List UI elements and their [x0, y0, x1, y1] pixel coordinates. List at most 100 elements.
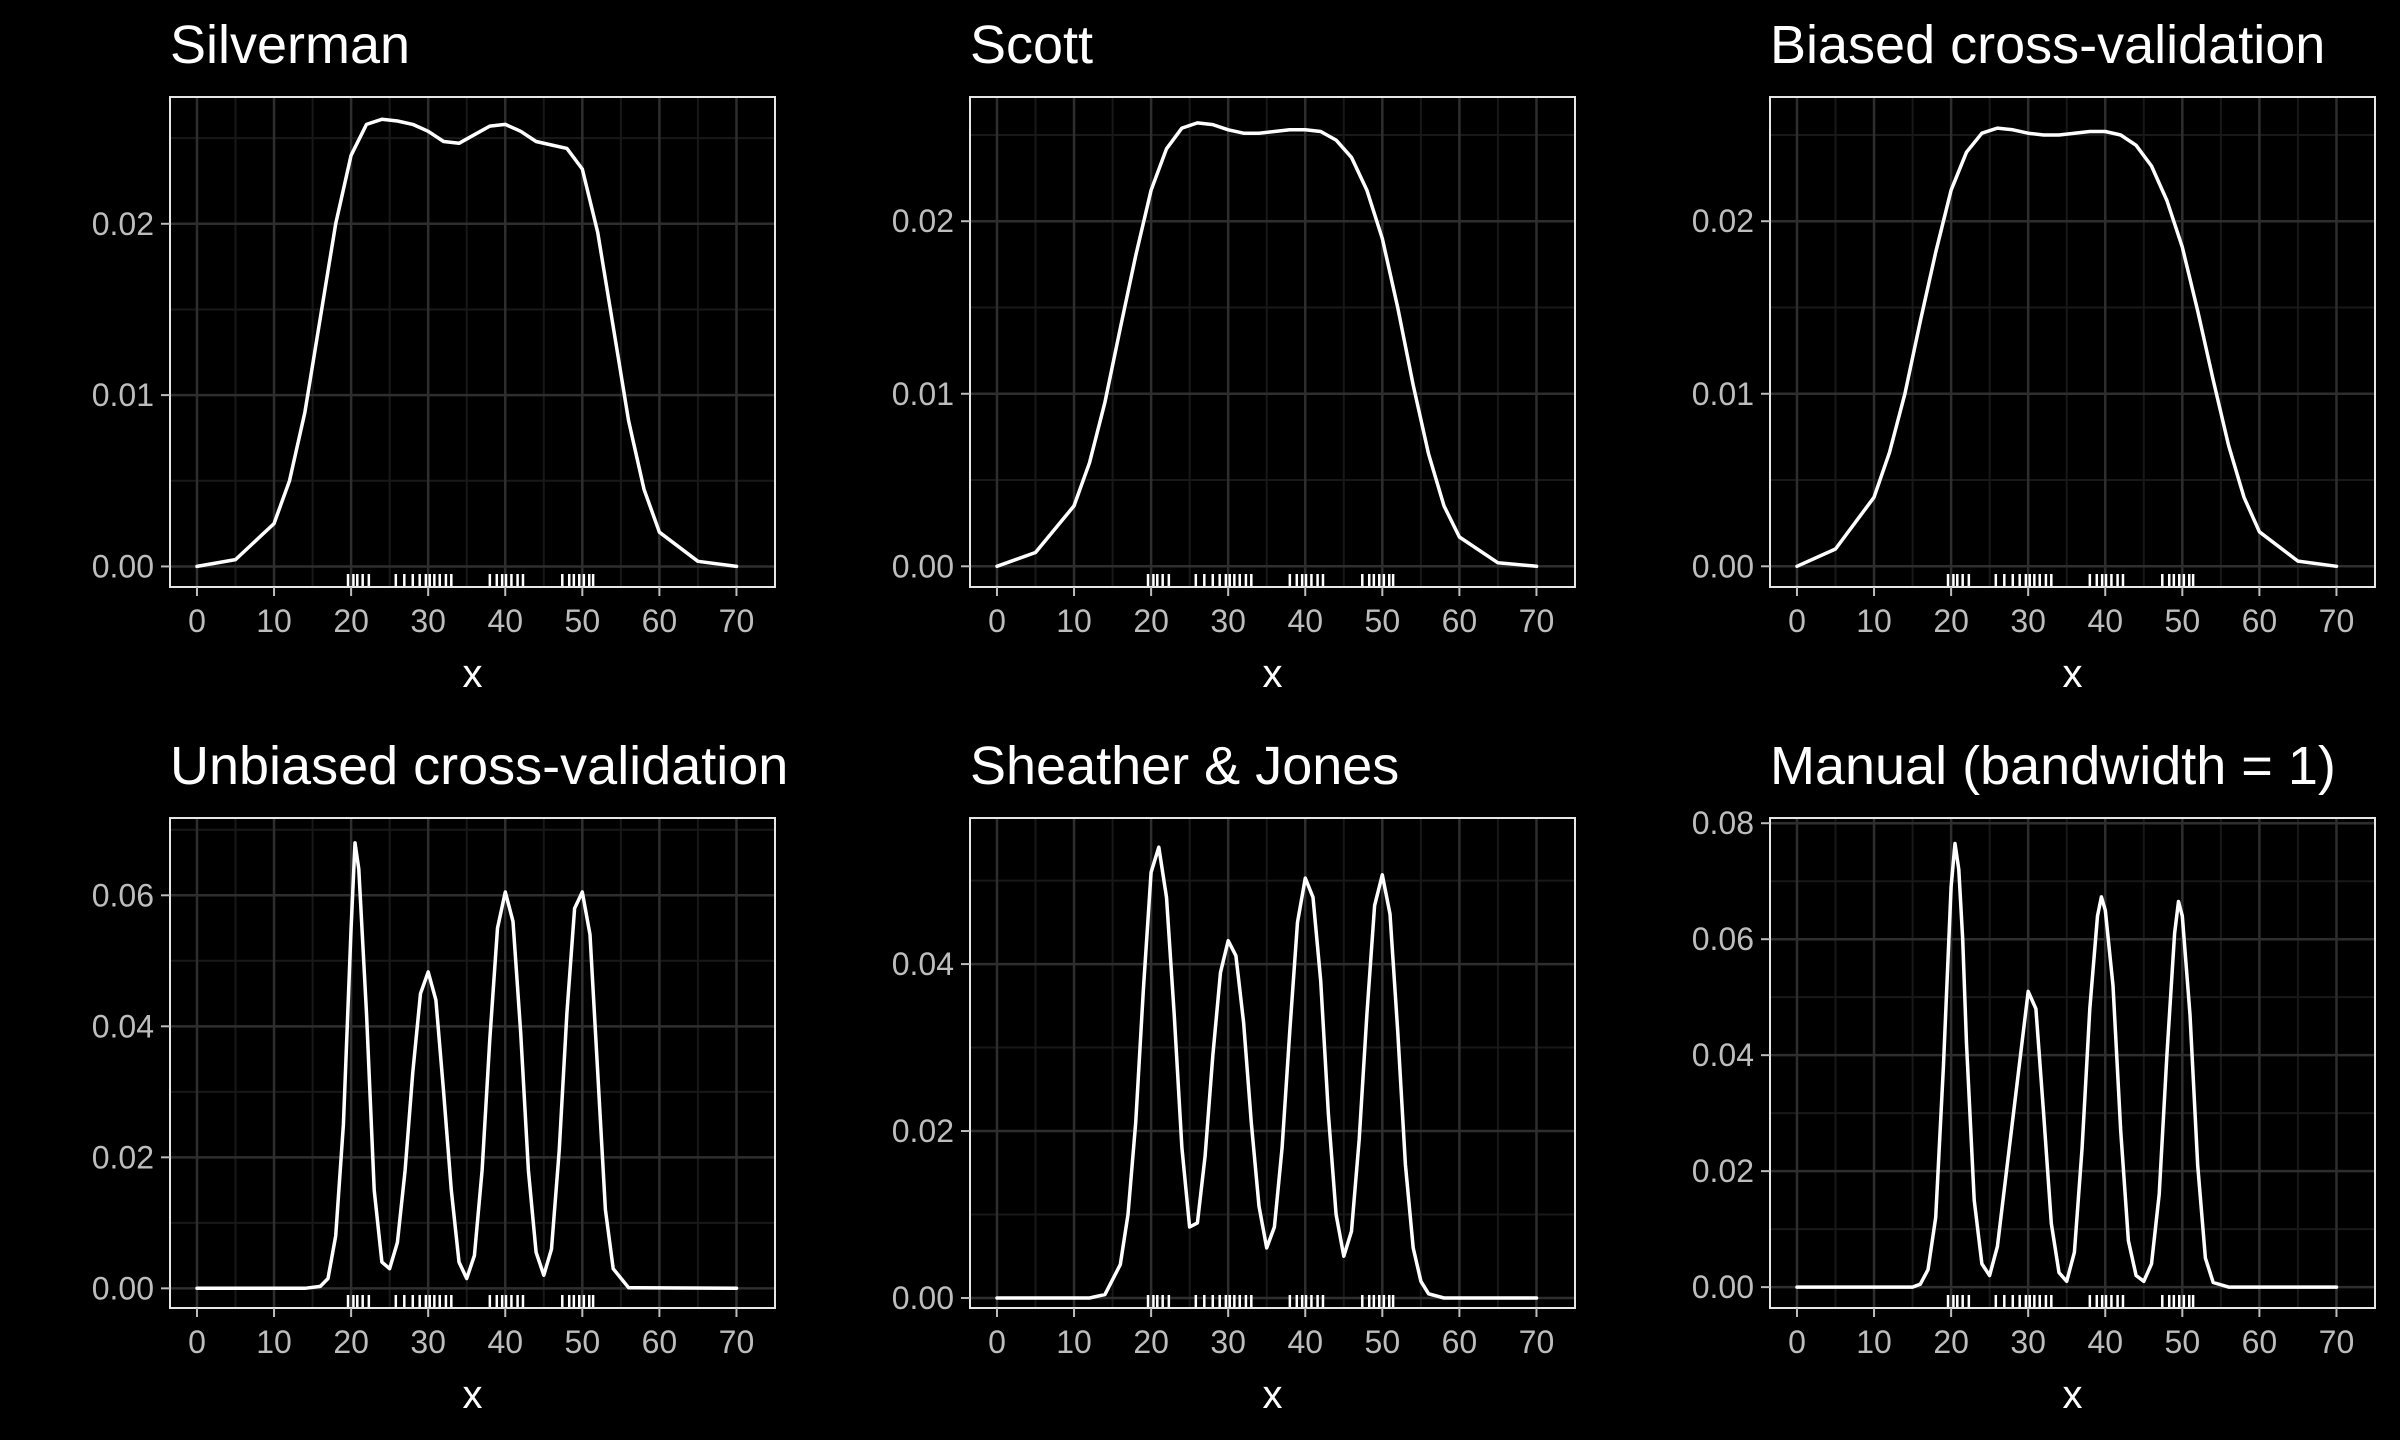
panel-border: [969, 96, 1576, 588]
x-tick-label: 0: [988, 603, 1006, 639]
x-tick-label: 60: [2242, 603, 2278, 639]
panel-border: [1769, 817, 2376, 1309]
x-tick-label: 20: [333, 1324, 369, 1360]
panel-background: [970, 818, 1575, 1308]
x-tick-label: 40: [487, 603, 523, 639]
y-tick-label: 0.00: [1692, 548, 1754, 584]
x-tick-label: 10: [1856, 603, 1892, 639]
density-panel: 0 10 20 30 40 50 60 70 0.00 0.01 0.02 x Silverman: [92, 15, 776, 696]
y-tick-label: 0.02: [1692, 203, 1754, 239]
x-tick-label: 40: [487, 1324, 523, 1360]
x-tick-label: 50: [1365, 603, 1401, 639]
x-axis-title: x: [2063, 1373, 2083, 1417]
x-tick-label: 70: [2319, 1324, 2355, 1360]
x-tick-label: 10: [256, 1324, 292, 1360]
y-tick-label: 0.00: [1692, 1269, 1754, 1305]
x-tick-label: 40: [1287, 603, 1323, 639]
y-tick-label: 0.01: [1692, 376, 1754, 412]
density-panel: 0 10 20 30 40 50 60 70 0.00 0.02 0.04 x Sheather & J…: [892, 736, 1576, 1417]
panel-title: Sheather & Jones: [970, 736, 1399, 796]
x-axis-title: x: [2063, 652, 2083, 696]
panel-background: [1770, 818, 2375, 1308]
y-tick-label: 0.00: [892, 1280, 954, 1316]
x-tick-label: 30: [1210, 1324, 1246, 1360]
x-tick-label: 70: [1519, 603, 1555, 639]
x-tick-label: 60: [1442, 603, 1478, 639]
density-panel: 0 10 20 30 40 50 60 70 0.00 0.01 0.02 x Biased cross…: [1692, 15, 2376, 696]
panel-border: [169, 817, 776, 1309]
x-tick-label: 30: [1210, 603, 1246, 639]
x-tick-label: 10: [1856, 1324, 1892, 1360]
x-tick-label: 60: [1442, 1324, 1478, 1360]
density-curve: [1795, 126, 2339, 569]
x-tick-label: 70: [719, 603, 755, 639]
panel-background: [970, 97, 1575, 587]
x-tick-label: 0: [1788, 603, 1806, 639]
panel-title: Unbiased cross-validation: [170, 736, 788, 796]
panel-title: Manual (bandwidth = 1): [1770, 736, 2336, 796]
x-tick-label: 0: [988, 1324, 1006, 1360]
y-tick-label: 0.01: [92, 377, 154, 413]
x-axis-title: x: [463, 1373, 483, 1417]
x-tick-label: 0: [188, 603, 206, 639]
y-tick-label: 0.04: [92, 1008, 154, 1044]
x-tick-label: 70: [1519, 1324, 1555, 1360]
x-tick-label: 50: [565, 603, 601, 639]
panel-title: Scott: [970, 15, 1093, 75]
x-tick-label: 60: [2242, 1324, 2278, 1360]
x-tick-label: 20: [1933, 603, 1969, 639]
x-tick-label: 40: [1287, 1324, 1323, 1360]
x-tick-label: 0: [188, 1324, 206, 1360]
x-axis-title: x: [1263, 652, 1283, 696]
y-tick-label: 0.00: [92, 548, 154, 584]
density-curve: [195, 117, 739, 569]
y-tick-label: 0.01: [892, 376, 954, 412]
density-curve: [1795, 841, 2339, 1289]
density-curve: [995, 845, 1539, 1300]
panel-border: [969, 817, 1576, 1309]
x-tick-label: 10: [1056, 1324, 1092, 1360]
panel-background: [170, 818, 775, 1308]
x-tick-label: 40: [2087, 1324, 2123, 1360]
panel-border: [1769, 96, 2376, 588]
density-panel: 0 10 20 30 40 50 60 70 0.00 0.01 0.02 x Scott: [892, 15, 1576, 696]
x-tick-label: 10: [1056, 603, 1092, 639]
y-tick-label: 0.02: [1692, 1153, 1754, 1189]
x-axis-title: x: [1263, 1373, 1283, 1417]
y-tick-label: 0.00: [892, 548, 954, 584]
x-tick-label: 20: [1133, 603, 1169, 639]
panel-title: Biased cross-validation: [1770, 15, 2325, 75]
x-tick-label: 20: [333, 603, 369, 639]
x-tick-label: 70: [2319, 603, 2355, 639]
y-tick-label: 0.02: [92, 206, 154, 242]
x-tick-label: 60: [642, 603, 678, 639]
x-tick-label: 30: [410, 1324, 446, 1360]
x-tick-label: 0: [1788, 1324, 1806, 1360]
x-tick-label: 70: [719, 1324, 755, 1360]
y-tick-label: 0.04: [1692, 1037, 1754, 1073]
density-curve: [195, 841, 739, 1291]
x-tick-label: 30: [2010, 603, 2046, 639]
x-tick-label: 10: [256, 603, 292, 639]
x-tick-label: 20: [1133, 1324, 1169, 1360]
x-tick-label: 20: [1933, 1324, 1969, 1360]
panel-title: Silverman: [170, 15, 410, 75]
density-curve: [995, 121, 1539, 569]
x-tick-label: 40: [2087, 603, 2123, 639]
y-tick-label: 0.02: [892, 203, 954, 239]
y-tick-label: 0.02: [892, 1113, 954, 1149]
x-tick-label: 50: [565, 1324, 601, 1360]
density-panel: 0 10 20 30 40 50 60 70 0.00 0.02 0.04 0.06 0.08 x Manu…: [1692, 736, 2376, 1417]
y-tick-label: 0.06: [92, 877, 154, 913]
x-tick-label: 50: [2165, 603, 2201, 639]
panel-background: [170, 97, 775, 587]
panel-background: [1770, 97, 2375, 587]
x-tick-label: 60: [642, 1324, 678, 1360]
density-panel: 0 10 20 30 40 50 60 70 0.00 0.02 0.04 0.06 x Unbiased…: [92, 736, 789, 1417]
y-tick-label: 0.02: [92, 1139, 154, 1175]
y-tick-label: 0.06: [1692, 921, 1754, 957]
x-tick-label: 30: [2010, 1324, 2046, 1360]
y-tick-label: 0.08: [1692, 805, 1754, 841]
x-tick-label: 50: [2165, 1324, 2201, 1360]
